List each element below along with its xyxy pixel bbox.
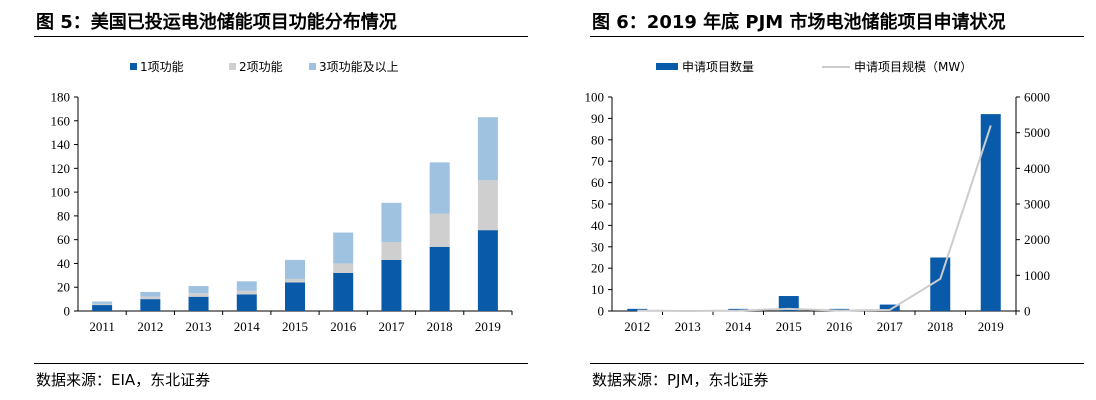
bar-2011-series-1: [92, 305, 113, 311]
legend-label-line: 申请项目规模（MW）: [854, 59, 972, 74]
bar-2017: [879, 304, 900, 311]
x-tick-label: 2019: [978, 319, 1004, 334]
y-right-tick-label: 3000: [1024, 197, 1050, 212]
bar-2011-series-2: [92, 303, 113, 306]
y-left-tick-label: 90: [591, 111, 604, 126]
y-left-tick-label: 40: [591, 218, 604, 233]
legend-swatch-bar: [656, 63, 678, 70]
bar-2017-series-2: [381, 242, 402, 260]
left-figure-panel: 图 5：美国已投运电池储能项目功能分布情况 1项功能 2项功能 3项功能及以上 0 20…: [0, 0, 540, 400]
bar-2014-series-3: [236, 281, 257, 291]
left-source-note: 数据来源：EIA，东北证券: [36, 371, 211, 389]
y-left-tick-label: 70: [591, 154, 604, 169]
y-tick-label: 0: [64, 304, 71, 319]
y-right-tick-label: 2000: [1024, 232, 1050, 247]
bar-2016-series-2: [333, 263, 354, 273]
right-title-rule: [590, 36, 1084, 37]
bar-2012-series-2: [140, 296, 161, 300]
y-tick-label: 80: [57, 208, 70, 223]
line-series-mw: [637, 125, 992, 313]
y-tick-label: 20: [57, 280, 70, 295]
x-tick-label: 2014: [725, 319, 752, 334]
bar-2013-series-2: [188, 293, 209, 297]
y-left-tick-label: 30: [591, 239, 604, 254]
y-right-tick-label: 6000: [1024, 90, 1050, 105]
y-left-tick-label: 50: [591, 197, 604, 212]
bar-2019-series-3: [477, 117, 498, 181]
y-tick-label: 100: [51, 185, 71, 200]
legend-swatch-2: [229, 63, 236, 70]
bar-2016-series-1: [333, 272, 354, 311]
x-tick-label: 2017: [378, 319, 405, 334]
y-tick-label: 140: [51, 137, 71, 152]
x-tick-label: 2014: [234, 319, 261, 334]
x-tick-label: 2013: [675, 319, 701, 334]
right-bar-line-chart: 申请项目数量 申请项目规模（MW）010203040506070809010001…: [585, 59, 1051, 334]
legend-label-bar: 申请项目数量: [682, 59, 754, 74]
x-tick-label: 2017: [877, 319, 904, 334]
right-source-note: 数据来源：PJM，东北证券: [592, 371, 769, 389]
bar-2017-series-3: [381, 202, 402, 243]
right-figure-title: 图 6：2019 年底 PJM 市场电池储能项目申请状况: [592, 12, 1006, 33]
bar-2018-series-1: [429, 246, 450, 311]
bar-2011-series-3: [92, 301, 113, 304]
y-tick-label: 60: [57, 232, 70, 247]
bar-2019: [980, 114, 1001, 312]
legend-swatch-3: [309, 63, 316, 70]
bar-2013-series-3: [188, 286, 209, 294]
x-tick-label: 2015: [282, 319, 308, 334]
bar-2015: [778, 296, 799, 311]
bar-2017-series-1: [381, 259, 402, 311]
bar-2016-series-3: [333, 232, 354, 264]
bar-2015-series-2: [285, 278, 305, 283]
bar-2014-series-2: [236, 290, 257, 295]
y-left-tick-label: 10: [591, 282, 604, 297]
bar-2012-series-3: [140, 291, 161, 297]
legend-label-3: 3项功能及以上: [319, 60, 399, 74]
y-left-tick-label: 0: [598, 304, 605, 319]
right-source-rule: [590, 363, 1084, 364]
bar-2018: [930, 257, 951, 311]
bar-2015-series-1: [285, 282, 305, 311]
legend-label-1: 1项功能: [140, 60, 184, 74]
x-tick-label: 2016: [826, 319, 853, 334]
legend-swatch-1: [130, 63, 137, 70]
bar-2014-series-1: [236, 294, 257, 311]
bar-2012: [627, 308, 648, 311]
y-left-tick-label: 20: [591, 261, 604, 276]
legend-label-2: 2项功能: [239, 60, 283, 74]
x-tick-label: 2015: [776, 319, 802, 334]
y-left-tick-label: 100: [585, 90, 605, 105]
bar-2015-series-3: [285, 259, 305, 279]
x-tick-label: 2011: [89, 319, 115, 334]
y-tick-label: 40: [57, 256, 70, 271]
y-right-tick-label: 4000: [1024, 161, 1050, 176]
x-tick-label: 2012: [137, 319, 163, 334]
bar-2012-series-1: [140, 299, 161, 311]
bar-2013-series-1: [188, 296, 209, 311]
bar-2018-series-2: [429, 213, 450, 247]
y-left-tick-label: 80: [591, 132, 604, 147]
x-tick-label: 2016: [330, 319, 357, 334]
x-tick-label: 2018: [927, 319, 953, 334]
x-tick-label: 2018: [427, 319, 453, 334]
bar-2018-series-3: [429, 162, 450, 214]
x-tick-label: 2013: [186, 319, 212, 334]
left-figure-title: 图 5：美国已投运电池储能项目功能分布情况: [36, 12, 397, 33]
left-stacked-bar-chart: 1项功能 2项功能 3项功能及以上 0 20 40 60 80 100 120 140 160 180 2…: [51, 60, 513, 334]
y-right-tick-label: 0: [1024, 304, 1031, 319]
y-left-tick-label: 60: [591, 175, 604, 190]
bar-2019-series-1: [477, 230, 498, 311]
bar-2019-series-2: [477, 180, 498, 231]
x-tick-label: 2012: [624, 319, 650, 334]
left-title-rule: [34, 36, 528, 37]
y-tick-label: 160: [51, 113, 71, 128]
y-right-tick-label: 1000: [1024, 268, 1050, 283]
right-figure-panel: 图 6：2019 年底 PJM 市场电池储能项目申请状况 申请项目数量 申请项目规…: [556, 0, 1096, 400]
y-right-tick-label: 5000: [1024, 125, 1050, 140]
y-tick-label: 180: [51, 90, 71, 105]
left-source-rule: [34, 363, 528, 364]
y-tick-label: 120: [51, 161, 71, 176]
x-tick-label: 2019: [475, 319, 501, 334]
